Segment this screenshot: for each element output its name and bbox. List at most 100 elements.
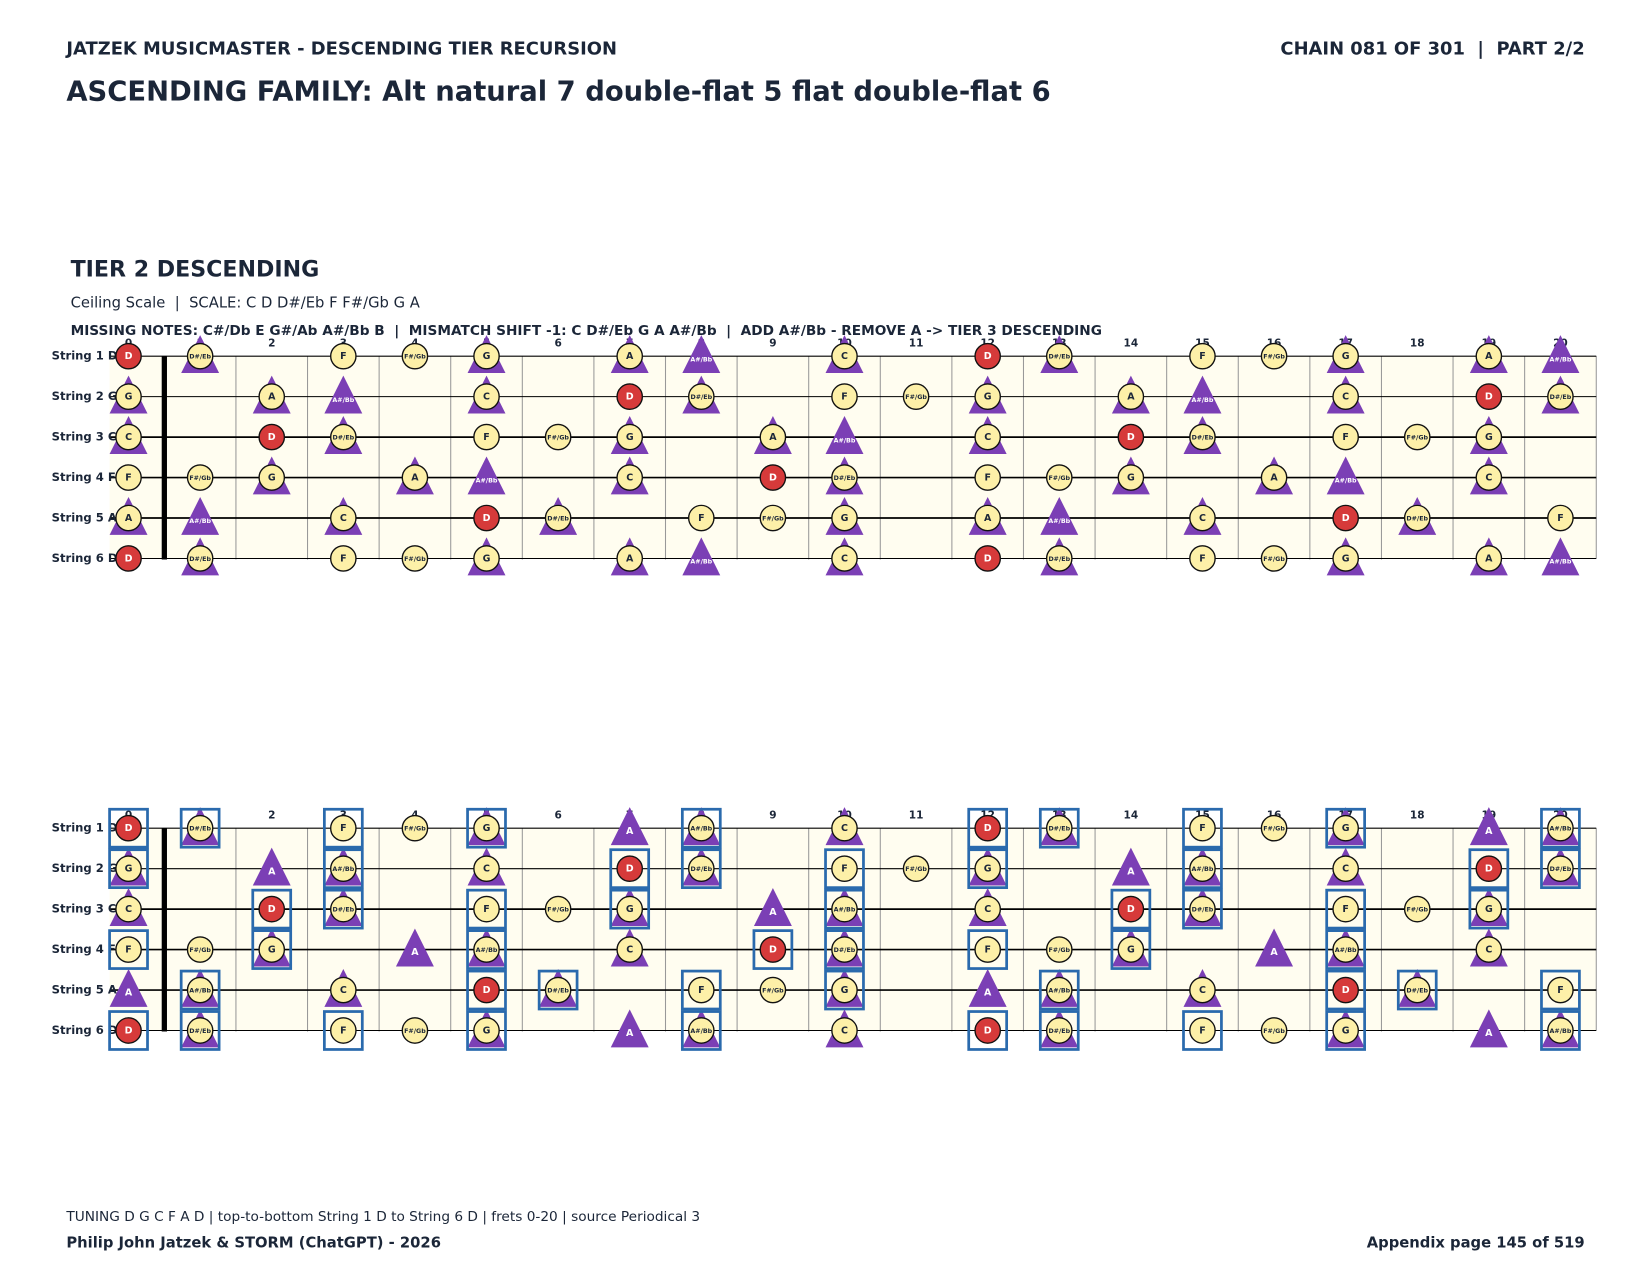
note-label: A#/Bb bbox=[1550, 559, 1572, 566]
scale-note bbox=[473, 342, 500, 370]
scale-note bbox=[330, 545, 357, 572]
note-label: G bbox=[125, 864, 133, 875]
scale-note bbox=[1045, 976, 1073, 1004]
note-label: D bbox=[984, 823, 992, 834]
tier-box bbox=[824, 929, 865, 970]
note-label: F bbox=[1557, 985, 1563, 996]
note-label: C bbox=[841, 351, 848, 362]
tier-box bbox=[1182, 807, 1223, 849]
header-left: JATZEK MUSICMASTER - DESCENDING TIER REC… bbox=[65, 39, 617, 60]
note-label: F bbox=[841, 392, 847, 403]
scale-note bbox=[1547, 976, 1574, 1004]
scale-note bbox=[974, 423, 1002, 451]
tier-box bbox=[1110, 929, 1152, 970]
note-label: A#/Bb bbox=[1335, 478, 1357, 485]
note-label: C bbox=[483, 392, 490, 403]
note-label: F#/Gb bbox=[189, 947, 211, 954]
scale-note bbox=[831, 504, 858, 532]
tier-box bbox=[967, 929, 1009, 970]
scale-note bbox=[401, 545, 429, 572]
note-label: C bbox=[626, 945, 633, 956]
scale-note bbox=[473, 936, 500, 963]
footer-source: TUNING D G C F A D | top-to-bottom Strin… bbox=[65, 1209, 700, 1225]
note-label: A#/Bb bbox=[1550, 826, 1572, 833]
scale-note bbox=[473, 895, 500, 923]
note-label: D#/Eb bbox=[1048, 354, 1070, 361]
note-label: D#/Eb bbox=[189, 1028, 211, 1035]
note-label: F#/Gb bbox=[1263, 556, 1285, 563]
scale-note bbox=[616, 936, 644, 963]
tier-box bbox=[466, 1010, 507, 1051]
string-label: String 4 F bbox=[52, 942, 116, 956]
root-note bbox=[974, 814, 1002, 842]
scale-note bbox=[759, 423, 787, 451]
scale-note bbox=[330, 855, 357, 882]
note-label: G bbox=[1127, 473, 1135, 484]
scale-note bbox=[544, 423, 572, 451]
note-label: G bbox=[268, 473, 276, 484]
tier-box bbox=[967, 848, 1009, 890]
note-label: G bbox=[268, 945, 276, 956]
tier-box bbox=[1038, 969, 1080, 1011]
tier-box bbox=[1540, 848, 1581, 890]
scale-note bbox=[1332, 1017, 1359, 1044]
root-note bbox=[1475, 383, 1503, 410]
scale-note bbox=[1260, 1017, 1288, 1044]
note-label: F bbox=[984, 945, 990, 956]
tier-box bbox=[609, 848, 651, 890]
scale-note bbox=[1332, 895, 1359, 923]
scale-note bbox=[1475, 936, 1503, 963]
note-label: G bbox=[483, 351, 491, 362]
mismatch-triangle bbox=[753, 888, 792, 926]
note-label: A#/Bb bbox=[476, 478, 498, 485]
root-note bbox=[115, 1017, 142, 1044]
scale-note bbox=[831, 976, 858, 1004]
scale-note bbox=[902, 855, 930, 882]
tier-box bbox=[1325, 807, 1366, 849]
note-label: C bbox=[125, 904, 132, 915]
scale-note bbox=[1332, 383, 1359, 410]
note-label: C bbox=[340, 513, 347, 524]
scale-note bbox=[115, 504, 142, 532]
note-label: G bbox=[483, 1026, 491, 1037]
scale-note bbox=[974, 383, 1002, 410]
note-label: D bbox=[125, 554, 133, 565]
note-label: A#/Bb bbox=[476, 947, 498, 954]
scale-note bbox=[831, 342, 858, 370]
scale-note bbox=[330, 423, 357, 451]
tier-box bbox=[1110, 888, 1152, 930]
note-label: F bbox=[1557, 513, 1563, 524]
fret-number: 11 bbox=[909, 338, 924, 350]
note-label: C bbox=[1199, 513, 1206, 524]
note-label: F bbox=[125, 473, 131, 484]
scale-note bbox=[258, 383, 286, 410]
note-label: G bbox=[1342, 1026, 1350, 1037]
scale-note bbox=[974, 504, 1002, 532]
note-label: A#/Bb bbox=[834, 907, 856, 914]
mismatch-triangle bbox=[1469, 1009, 1508, 1048]
note-label: A#/Bb bbox=[332, 397, 354, 404]
scale-note bbox=[616, 423, 644, 451]
mismatch-triangle bbox=[610, 807, 649, 846]
note-label: D#/Eb bbox=[1192, 907, 1214, 914]
string-label: String 1 D bbox=[52, 821, 118, 835]
note-label: F bbox=[340, 554, 346, 565]
scale-note bbox=[1403, 504, 1431, 532]
scale-note bbox=[186, 342, 214, 370]
tier-box bbox=[1182, 848, 1223, 890]
note-label: C bbox=[841, 554, 848, 565]
scale-note bbox=[759, 504, 787, 532]
note-label: F#/Gb bbox=[404, 1028, 426, 1035]
note-label: D#/Eb bbox=[834, 947, 856, 954]
note-label: C bbox=[125, 432, 132, 443]
scale-note bbox=[473, 383, 500, 410]
fret-number: 2 bbox=[268, 810, 275, 822]
note-label: F bbox=[841, 864, 847, 875]
note-label: C bbox=[1485, 473, 1492, 484]
scale-note bbox=[1189, 976, 1216, 1004]
root-note bbox=[1332, 976, 1359, 1004]
scale-note bbox=[1547, 814, 1574, 842]
scale-note bbox=[1189, 504, 1216, 532]
string-label: String 3 C bbox=[52, 430, 117, 444]
note-label: D#/Eb bbox=[332, 907, 354, 914]
